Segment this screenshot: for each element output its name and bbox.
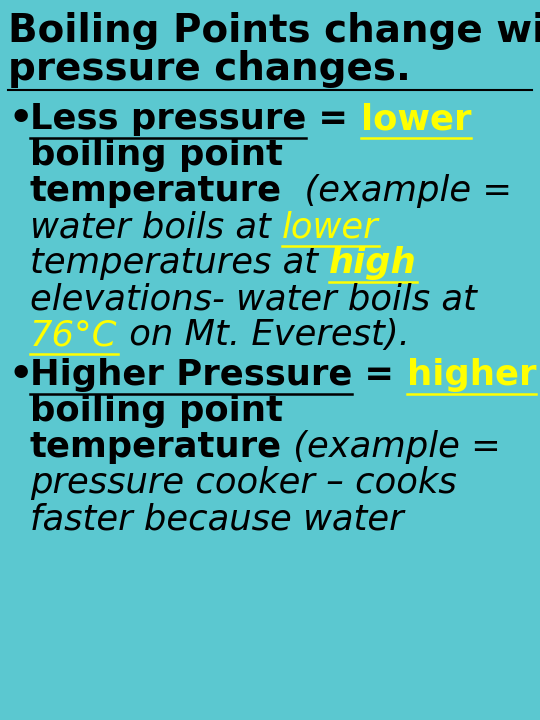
Text: lower: lower: [361, 102, 471, 136]
Text: faster because water: faster because water: [30, 502, 403, 536]
Text: higher: higher: [407, 358, 536, 392]
Text: Less pressure: Less pressure: [30, 102, 306, 136]
Text: boiling point: boiling point: [30, 138, 283, 172]
Text: temperature: temperature: [30, 430, 282, 464]
Text: •: •: [8, 102, 32, 138]
Text: on Mt. Everest).: on Mt. Everest).: [118, 318, 409, 352]
Text: (example =: (example =: [282, 174, 512, 208]
Text: temperatures at: temperatures at: [30, 246, 329, 280]
Text: high: high: [329, 246, 417, 280]
Text: =: =: [306, 102, 361, 136]
Text: elevations- water boils at: elevations- water boils at: [30, 282, 477, 316]
Text: lower: lower: [282, 210, 379, 244]
Text: •: •: [8, 358, 32, 394]
Text: pressure cooker – cooks: pressure cooker – cooks: [30, 466, 457, 500]
Text: Higher Pressure: Higher Pressure: [30, 358, 353, 392]
Text: 76°C: 76°C: [30, 318, 118, 352]
Text: =: =: [353, 358, 407, 392]
Text: (example =: (example =: [282, 430, 501, 464]
Text: boiling point: boiling point: [30, 394, 283, 428]
Text: pressure changes.: pressure changes.: [8, 50, 411, 88]
Text: water boils at: water boils at: [30, 210, 282, 244]
Text: Boiling Points change with: Boiling Points change with: [8, 12, 540, 50]
Text: temperature: temperature: [30, 174, 282, 208]
